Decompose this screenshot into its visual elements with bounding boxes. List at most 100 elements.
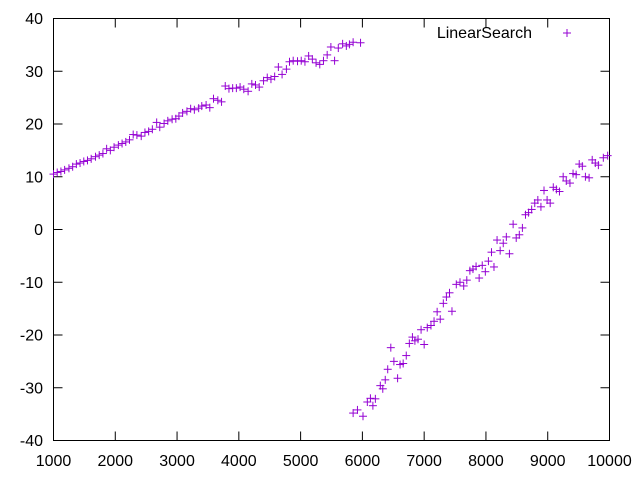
data-point — [312, 58, 321, 67]
y-tick-label: 10 — [25, 169, 43, 186]
y-tick-label: 40 — [25, 11, 43, 28]
data-point — [345, 40, 354, 49]
data-point — [285, 57, 294, 66]
x-tick-label: 1000 — [36, 453, 72, 470]
data-point — [330, 56, 339, 65]
data-point — [509, 220, 518, 229]
data-point — [87, 154, 96, 163]
data-point — [168, 115, 177, 124]
data-point — [278, 70, 287, 79]
y-tick-label: 30 — [25, 64, 43, 81]
data-point — [140, 128, 149, 137]
data-point — [308, 55, 317, 64]
data-point — [478, 261, 487, 270]
data-point — [251, 80, 260, 89]
data-point — [155, 123, 164, 132]
x-tick-label: 3000 — [159, 453, 195, 470]
data-point — [423, 323, 432, 332]
data-point — [452, 280, 461, 289]
data-point — [599, 153, 608, 162]
data-point — [555, 187, 564, 196]
data-point — [393, 374, 402, 383]
data-point — [533, 195, 542, 204]
data-point — [381, 375, 390, 384]
plot-frame — [53, 18, 610, 441]
data-point — [56, 167, 65, 176]
data-point — [389, 357, 398, 366]
data-point — [144, 127, 153, 136]
data-point — [489, 262, 498, 271]
data-point — [447, 307, 456, 316]
data-point — [565, 179, 574, 188]
data-point — [64, 164, 73, 173]
data-point — [366, 394, 375, 403]
data-point — [247, 79, 256, 88]
data-point — [386, 343, 395, 352]
y-tick-label: -20 — [20, 328, 43, 345]
data-point — [53, 168, 62, 177]
data-point — [125, 135, 134, 144]
data-point — [349, 409, 358, 418]
data-point — [353, 405, 362, 414]
data-point — [481, 267, 490, 276]
legend-marker — [563, 29, 571, 37]
x-tick-label: 9000 — [530, 453, 566, 470]
data-point — [338, 39, 347, 48]
data-point — [383, 365, 392, 374]
data-point — [319, 56, 328, 65]
data-point — [79, 157, 88, 166]
data-point — [413, 335, 422, 344]
y-tick-label: 0 — [34, 222, 43, 239]
data-point — [289, 56, 298, 65]
data-point — [72, 160, 81, 169]
data-point — [356, 38, 365, 47]
data-point — [502, 232, 511, 241]
data-point — [282, 65, 291, 74]
data-point — [540, 186, 549, 195]
data-point — [505, 249, 514, 258]
legend: LinearSearch — [437, 25, 571, 42]
data-point — [371, 394, 380, 403]
data-point — [459, 281, 468, 290]
y-axis-ticks: 40 30 20 10 0 -10 -20 -30 -40 — [20, 11, 610, 450]
data-point — [496, 246, 505, 255]
data-point — [445, 288, 454, 297]
data-point — [239, 85, 248, 94]
legend-label: LinearSearch — [437, 25, 532, 42]
data-point — [190, 105, 199, 114]
data-point — [546, 199, 555, 208]
data-point — [603, 151, 612, 160]
data-point — [293, 57, 302, 66]
data-point — [559, 172, 568, 181]
data-point — [121, 137, 130, 146]
data-point — [585, 173, 594, 182]
data-point — [536, 202, 545, 211]
data-point — [359, 412, 368, 421]
data-point — [430, 317, 439, 326]
data-point — [118, 139, 127, 148]
data-point — [334, 44, 343, 53]
data-point — [420, 340, 429, 349]
data-point — [594, 161, 603, 170]
data-point — [270, 72, 279, 81]
data-point — [163, 116, 172, 125]
data-point — [326, 42, 335, 51]
data-point — [178, 108, 187, 117]
data-point — [60, 165, 69, 174]
data-point — [197, 102, 206, 111]
data-point — [98, 149, 107, 158]
data-point — [152, 118, 161, 127]
data-point — [462, 276, 471, 285]
data-point — [581, 172, 590, 181]
data-point — [209, 94, 218, 103]
data-point — [442, 293, 451, 302]
data-point — [399, 359, 408, 368]
data-point — [368, 401, 377, 410]
data-point — [323, 50, 332, 59]
data-point — [499, 239, 508, 248]
data-point — [562, 176, 571, 185]
data-point — [224, 84, 233, 93]
data-point — [484, 257, 493, 266]
data-point — [572, 170, 581, 179]
data-point — [433, 307, 442, 316]
